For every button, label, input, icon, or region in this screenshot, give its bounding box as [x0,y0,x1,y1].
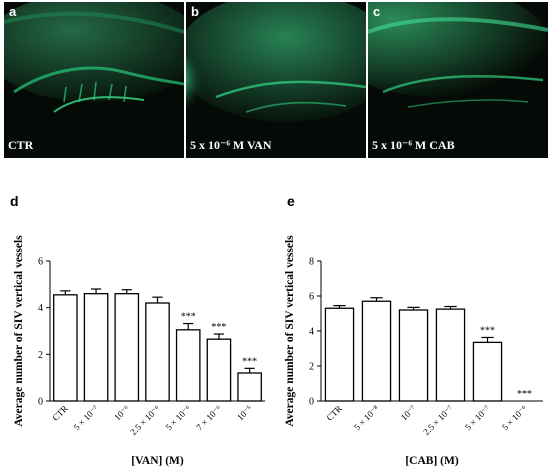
bar [175,329,201,402]
x-tick-label: 10⁻⁵ [235,403,254,422]
x-tick-label: CTR [324,403,343,422]
y-axis-label: Average number of SIV vertical vessels [284,235,296,427]
bar [83,293,109,402]
panel-letter: b [191,4,199,19]
x-tick-label: 7 × 10⁻⁶ [194,403,223,432]
panel-letter: a [9,4,17,19]
micrograph-image-ctr [4,2,184,158]
significance-label: *** [480,325,495,336]
bar [145,302,170,402]
y-tick-label: 0 [309,397,314,408]
x-tick-label: 2.5 × 10⁻⁶ [128,403,162,437]
x-tick-label: 5 × 10⁻⁶ [164,403,193,432]
x-tick-label: CTR [50,403,69,422]
x-tick-label: 5 × 10⁻⁶ [500,403,529,432]
x-axis-label: [CAB] (M) [405,455,458,467]
x-tick-label: 5 × 10⁻⁷ [463,403,492,432]
x-tick-label: 5 × 10⁻⁷ [72,403,101,432]
panel-caption: CTR [8,138,34,152]
bar [206,338,232,402]
x-tick-label: 10⁻⁷ [399,403,418,422]
micrograph-panel-a: a CTR [4,2,184,158]
micrograph-image-van [186,2,366,158]
micrograph-image-cab [368,2,548,158]
x-tick-label: 5 × 10⁻⁸ [352,403,381,432]
y-tick-label: 4 [309,327,314,338]
bar [114,293,140,402]
chart-letter-e: e [287,193,295,209]
micrograph-panel-b: b 5 x 10⁻⁶ M VAN [186,2,366,158]
y-tick-label: 6 [38,257,43,268]
significance-label: *** [211,322,226,333]
y-tick-label: 8 [309,257,314,268]
panel-letter: c [373,4,381,19]
bar-chart-van: 0 2 4 6 Average number of SIV vertical vesse… [13,235,265,467]
chart-letter-d: d [10,193,19,209]
panel-caption: 5 x 10⁻⁶ M CAB [372,138,455,152]
x-axis-label: [VAN] (M) [131,455,184,467]
x-tick-label: 2.5 × 10⁻⁷ [421,403,455,437]
bar-chart-cab: 0 2 4 6 8 Average number of SIV vertical vess… [284,235,543,467]
bar [435,308,466,402]
y-tick-label: 4 [38,303,43,314]
significance-label: *** [242,356,257,367]
bar [53,294,78,402]
y-tick-label: 0 [38,397,43,408]
panel-caption: 5 x 10⁻⁶ M VAN [190,138,272,152]
x-tick-label: 10⁻⁶ [112,403,131,422]
y-tick-label: 6 [309,292,314,303]
y-tick-label: 2 [38,350,43,361]
bar [472,341,503,402]
micrograph-panel-c: c 5 x 10⁻⁶ M CAB [368,2,548,158]
significance-label: *** [181,312,196,323]
bar [324,307,355,402]
significance-label: *** [517,389,532,400]
bar [361,300,392,402]
y-axis-label: Average number of SIV vertical vessels [13,235,25,427]
bar [237,372,262,402]
bar [398,309,429,402]
y-tick-label: 2 [309,362,314,373]
